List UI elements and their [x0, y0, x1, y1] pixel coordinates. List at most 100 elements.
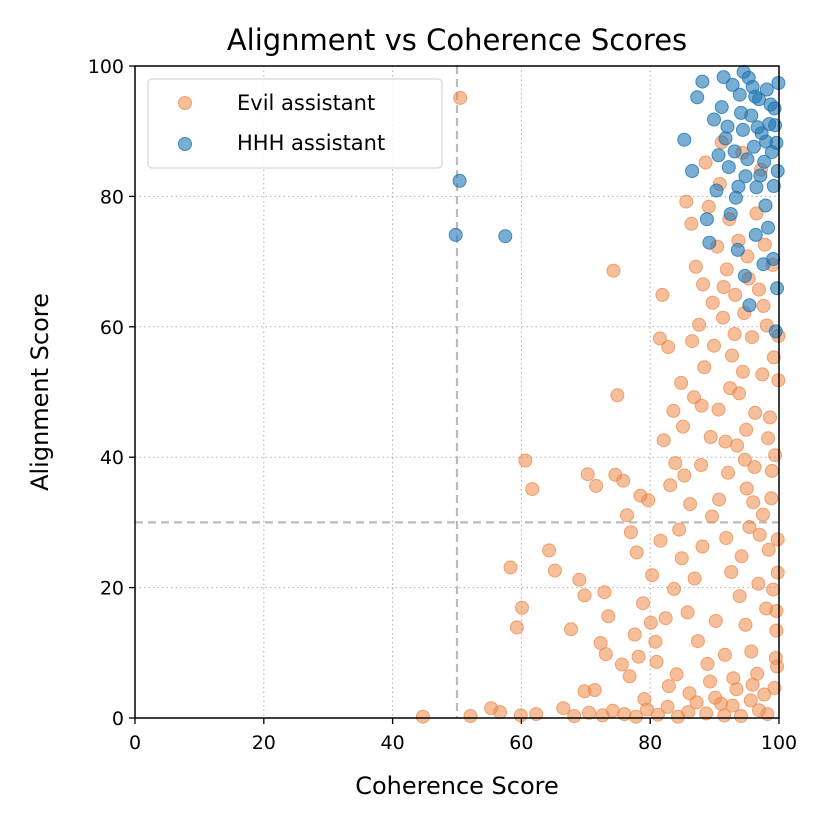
data-point [636, 596, 651, 611]
data-point [719, 531, 734, 545]
data-point [725, 77, 740, 92]
data-point [697, 360, 712, 375]
data-point [750, 120, 765, 135]
data-point [769, 604, 784, 619]
data-point [637, 692, 652, 707]
data-point [629, 545, 644, 560]
data-point [616, 473, 631, 488]
data-point [716, 280, 731, 294]
y-tick-label: 80 [100, 186, 124, 208]
data-point [727, 327, 742, 341]
data-point [699, 706, 714, 721]
data-point [718, 131, 733, 146]
data-point [589, 478, 604, 493]
data-point [620, 508, 634, 523]
data-point [748, 405, 763, 420]
data-point [685, 334, 700, 349]
data-point [738, 169, 753, 184]
data-point [728, 287, 743, 302]
y-tick-label: 20 [100, 578, 124, 600]
data-point [766, 350, 781, 365]
data-point [515, 600, 529, 615]
data-point [463, 709, 478, 723]
x-tick-label: 80 [638, 732, 662, 754]
data-point [663, 478, 678, 493]
x-tick-label: 20 [252, 732, 276, 754]
data-point [674, 375, 689, 390]
data-point [742, 298, 757, 313]
y-tick-label: 60 [100, 317, 124, 339]
chart-title: Alignment vs Coherence Scores [227, 23, 687, 57]
data-points [415, 64, 786, 724]
data-point [727, 144, 742, 159]
data-point [703, 430, 718, 444]
data-point [764, 491, 779, 506]
data-point [716, 310, 730, 325]
data-point [724, 565, 739, 579]
data-point [687, 571, 702, 586]
data-point [695, 539, 710, 554]
data-point [757, 154, 772, 169]
data-point [652, 331, 667, 346]
y-tick-label: 100 [88, 56, 124, 78]
data-point [737, 268, 752, 283]
data-point [674, 551, 689, 566]
data-point [597, 585, 612, 600]
data-point [737, 452, 752, 467]
data-point [755, 507, 770, 522]
data-point [770, 659, 785, 674]
data-point [730, 242, 745, 257]
data-point [629, 709, 643, 724]
legend-label-hhh: HHH assistant [237, 131, 385, 155]
y-tick-label: 40 [100, 447, 124, 469]
data-point [770, 164, 785, 178]
data-point [601, 609, 616, 624]
data-point [721, 160, 736, 175]
data-point [623, 525, 638, 540]
data-point [556, 701, 571, 716]
data-point [580, 467, 595, 482]
data-point [731, 179, 746, 194]
data-point [757, 687, 772, 702]
data-point [719, 262, 734, 277]
data-point [725, 348, 739, 363]
data-point [661, 340, 676, 354]
legend-box [147, 78, 443, 169]
x-tick-label: 0 [129, 732, 141, 754]
data-point [752, 282, 766, 297]
data-point [677, 132, 692, 147]
data-point [645, 568, 660, 583]
data-point [721, 465, 736, 480]
data-point [656, 433, 671, 448]
data-point [685, 164, 700, 178]
data-point [605, 703, 620, 718]
data-point [718, 434, 733, 449]
data-point [736, 64, 751, 79]
data-point [572, 572, 587, 587]
data-point [677, 468, 692, 483]
data-point [749, 180, 764, 195]
data-point [627, 627, 642, 642]
axis-ticks: 0 20 40 60 80 100 0 20 40 60 80 100 [88, 56, 797, 754]
data-point [567, 709, 582, 723]
data-point [767, 681, 782, 695]
data-point [717, 647, 732, 662]
data-point [702, 235, 717, 250]
data-point [705, 295, 720, 310]
data-point [700, 656, 715, 671]
data-point [743, 693, 758, 708]
data-point [509, 620, 524, 635]
data-point [695, 74, 710, 89]
legend-marker-hhh [178, 137, 192, 151]
data-point [708, 613, 723, 628]
data-point [766, 179, 781, 193]
data-point [748, 227, 763, 242]
data-point [610, 388, 625, 403]
data-point [683, 497, 698, 512]
data-point [745, 677, 760, 692]
series-0 [415, 90, 786, 724]
data-point [752, 527, 767, 542]
data-point [716, 70, 731, 85]
data-point [661, 679, 676, 694]
